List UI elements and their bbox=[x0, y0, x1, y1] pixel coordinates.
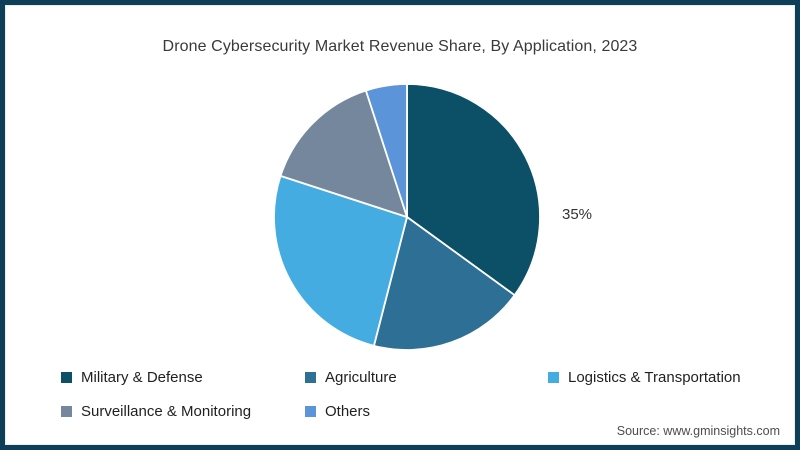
legend-item-surveillance-monitoring: Surveillance & Monitoring bbox=[61, 402, 251, 421]
chart-title: Drone Cybersecurity Market Revenue Share… bbox=[162, 38, 638, 55]
data-label-military-defense: 35% bbox=[562, 206, 593, 223]
pie-slice-logistics-transportation bbox=[273, 175, 408, 347]
legend-label: Logistics & Transportation bbox=[568, 369, 741, 386]
source-attribution: Source: www.gminsights.com bbox=[616, 424, 780, 438]
legend-item-military-defense: Military & Defense bbox=[61, 368, 203, 387]
pie-slices bbox=[273, 83, 541, 351]
legend-swatch-agriculture bbox=[305, 372, 316, 383]
legend-swatch-surveillance-monitoring bbox=[61, 406, 72, 417]
pie-slice-military-defense bbox=[406, 83, 541, 297]
legend-label: Surveillance & Monitoring bbox=[81, 403, 252, 420]
legend-item-agriculture: Agriculture bbox=[305, 368, 397, 387]
legend-label: Agriculture bbox=[325, 369, 397, 386]
legend-label: Military & Defense bbox=[81, 369, 203, 386]
legend-item-others: Others bbox=[305, 402, 370, 421]
legend-swatch-military-defense bbox=[61, 372, 72, 383]
legend-label: Others bbox=[325, 403, 371, 420]
legend-swatch-others bbox=[305, 406, 316, 417]
pie-slice-agriculture bbox=[373, 216, 516, 351]
legend-swatch-logistics-transportation bbox=[548, 372, 559, 383]
legend-item-logistics-transportation: Logistics & Transportation bbox=[548, 368, 741, 387]
pie-slice-others bbox=[365, 83, 408, 218]
pie-chart bbox=[273, 83, 541, 351]
